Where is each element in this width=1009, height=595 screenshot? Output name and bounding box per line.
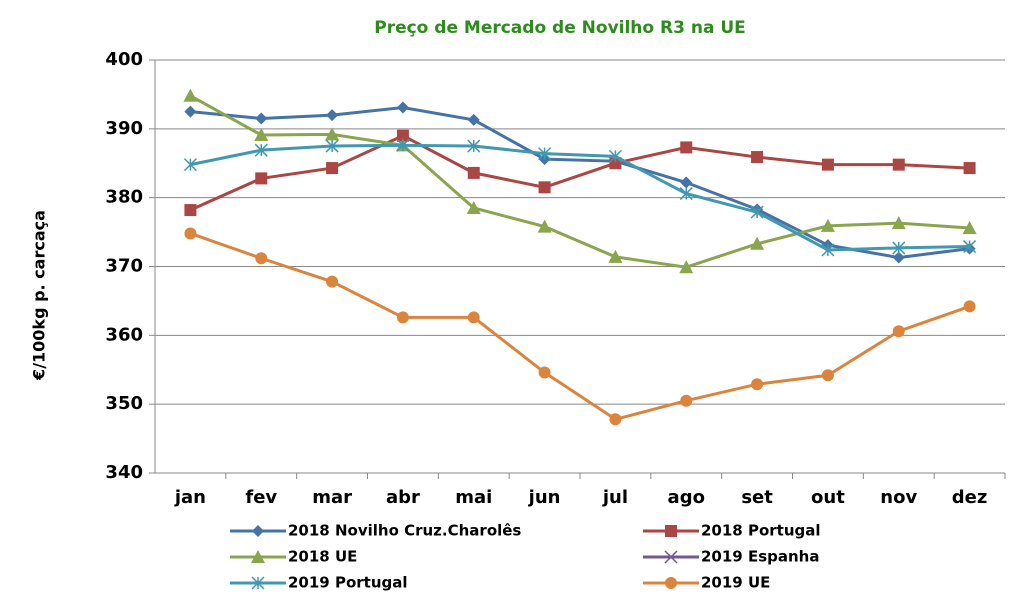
data-point (679, 260, 694, 274)
data-point (254, 143, 268, 157)
data-point (537, 219, 552, 233)
x-tick-label: dez (952, 487, 988, 508)
y-tick-label: 380 (105, 187, 143, 208)
data-point (680, 394, 693, 407)
data-point (326, 275, 339, 288)
data-point (396, 101, 409, 114)
x-tick-label: mar (312, 487, 352, 508)
legend-label: 2018 Novilho Cruz.Charolês (288, 522, 521, 540)
data-point (183, 158, 197, 172)
legend-label: 2019 UE (701, 574, 770, 592)
legend-marker (665, 577, 677, 589)
legend-marker (664, 550, 678, 564)
data-point (608, 249, 623, 263)
data-point (184, 227, 197, 240)
data-point (396, 311, 409, 324)
data-point (891, 216, 906, 230)
series-line (189, 232, 971, 421)
y-axis-label: €/100kg p. carcaça (30, 210, 49, 381)
data-point (325, 127, 340, 141)
data-point (467, 139, 481, 153)
data-point (680, 176, 693, 189)
data-point (963, 240, 977, 254)
data-point (325, 139, 339, 153)
data-point (750, 205, 764, 219)
y-tick-label: 340 (105, 462, 143, 483)
data-point (892, 241, 906, 255)
chart-title: Preço de Mercado de Novilho R3 na UE (374, 18, 746, 38)
data-point (467, 166, 480, 179)
x-tick-label: abr (386, 487, 420, 508)
series-line (190, 143, 970, 252)
data-point (183, 88, 198, 102)
data-point (751, 151, 764, 164)
data-point (467, 311, 480, 324)
data-point (254, 128, 269, 142)
legend-marker (251, 550, 265, 563)
legend-marker (665, 525, 677, 537)
legend-marker (251, 576, 265, 590)
data-point (821, 158, 834, 171)
data-point (396, 129, 409, 142)
y-tick-label: 360 (105, 324, 143, 345)
data-point (609, 413, 622, 426)
data-point (467, 113, 480, 126)
data-point (326, 162, 339, 175)
x-tick-label: fev (245, 487, 277, 508)
data-point (255, 252, 268, 265)
data-point (680, 141, 693, 154)
y-tick-label: 390 (105, 118, 143, 139)
data-point (963, 162, 976, 175)
data-point (821, 369, 834, 382)
legend-label: 2019 Espanha (701, 548, 819, 566)
data-point (962, 220, 977, 234)
x-tick-label: nov (880, 487, 917, 508)
x-tick-label: jan (174, 487, 206, 508)
series-line (189, 94, 970, 269)
x-tick-label: set (741, 487, 773, 508)
data-point (751, 378, 764, 391)
data-point (538, 181, 551, 194)
data-point (538, 147, 552, 161)
x-tick-label: out (811, 487, 845, 508)
data-point (184, 204, 197, 217)
data-point (892, 158, 905, 171)
data-point (892, 325, 905, 338)
legend-marker (252, 525, 264, 537)
data-point (821, 243, 835, 257)
data-point (326, 109, 339, 122)
y-tick-label: 370 (105, 256, 143, 277)
data-point (255, 172, 268, 185)
data-point (892, 251, 905, 264)
legend-label: 2018 UE (288, 548, 357, 566)
x-tick-label: jul (602, 487, 628, 508)
legend-label: 2018 Portugal (701, 522, 821, 540)
x-tick-label: jun (528, 487, 561, 508)
x-tick-label: ago (668, 487, 705, 508)
series-line (190, 105, 970, 260)
data-point (750, 236, 765, 250)
data-point (396, 138, 410, 152)
y-tick-label: 400 (105, 49, 143, 70)
x-tick-label: mai (455, 487, 492, 508)
series-line (189, 134, 970, 212)
data-point (608, 149, 622, 163)
data-point (538, 366, 551, 379)
data-point (820, 218, 835, 232)
data-point (963, 300, 976, 313)
data-point (184, 105, 197, 118)
data-point (255, 112, 268, 125)
legend-label: 2019 Portugal (288, 574, 408, 592)
data-point (466, 200, 481, 214)
y-tick-label: 350 (105, 393, 143, 414)
data-point (679, 187, 693, 201)
